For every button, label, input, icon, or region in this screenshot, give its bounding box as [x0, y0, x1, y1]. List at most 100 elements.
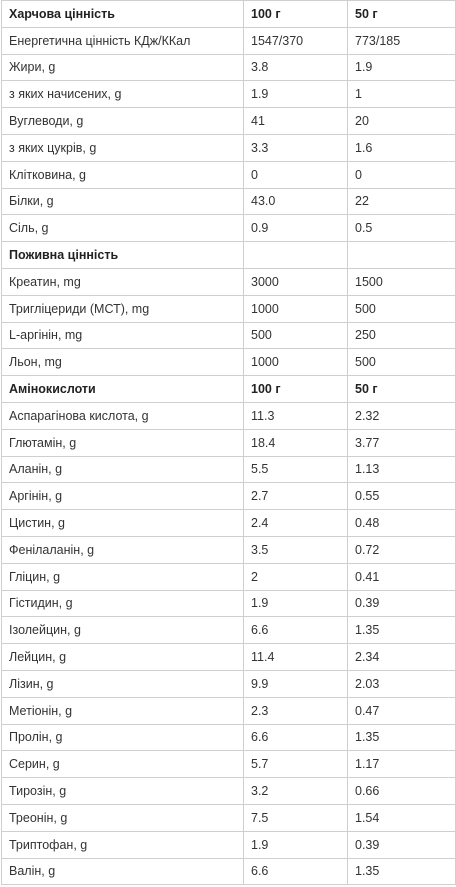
table-row: Вуглеводи, g 41 20	[1, 107, 456, 135]
table-cell: 1547/370	[243, 26, 348, 55]
table-cell: Глютамін, g	[1, 428, 244, 457]
table-cell: Гліцин, g	[1, 562, 244, 591]
table-cell: 0.66	[347, 777, 456, 805]
table-cell: L-аргінін, mg	[1, 321, 244, 350]
header-cell: 50 г	[347, 0, 456, 28]
table-row: Лізин, g 9.9 2.03	[1, 669, 456, 698]
table-row: Цистин, g 2.4 0.48	[1, 509, 456, 537]
table-row: Тригліцериди (МСТ), mg 1000 500	[1, 294, 456, 323]
table-cell: 2	[243, 562, 348, 591]
table-cell: 0.9	[243, 214, 348, 243]
table-row: Ізолейцин, g 6.6 1.35	[1, 616, 456, 645]
table-cell: 1.13	[347, 455, 456, 484]
table-cell: 1.9	[243, 589, 348, 618]
table-row: Лейцин, g 11.4 2.34	[1, 643, 456, 671]
table-row: Аргінін, g 2.7 0.55	[1, 482, 456, 511]
table-cell: 41	[243, 107, 348, 135]
header-cell	[347, 241, 456, 269]
table-row: Льон, mg 1000 500	[1, 348, 456, 377]
table-row: Валін, g 6.6 1.35	[1, 857, 456, 886]
table-cell: Креатин, mg	[1, 267, 244, 296]
table-row: Гістидин, g 1.9 0.39	[1, 589, 456, 618]
table-cell: 1.35	[347, 723, 456, 752]
table-cell: 1.35	[347, 616, 456, 645]
table-cell: 6.6	[243, 857, 348, 886]
table-row: Гліцин, g 2 0.41	[1, 562, 456, 591]
table-cell: 1.9	[347, 53, 456, 82]
header-cell: Поживна цінність	[1, 241, 244, 269]
table-cell: Тригліцериди (МСТ), mg	[1, 294, 244, 323]
table-cell: 0.39	[347, 589, 456, 618]
table-cell: Серин, g	[1, 750, 244, 779]
table-row: Глютамін, g 18.4 3.77	[1, 428, 456, 457]
table-row: Треонін, g 7.5 1.54	[1, 803, 456, 832]
table-cell: 2.4	[243, 509, 348, 537]
table-row: з яких начисених, g 1.9 1	[1, 80, 456, 109]
table-cell: 3000	[243, 267, 348, 296]
table-cell: 1	[347, 80, 456, 109]
table-cell: 0.41	[347, 562, 456, 591]
table-cell: 11.4	[243, 643, 348, 671]
table-cell: 2.7	[243, 482, 348, 511]
table-cell: 1.6	[347, 133, 456, 162]
table-cell: Фенілаланін, g	[1, 535, 244, 564]
section-header-row: Амінокислоти 100 г 50 г	[1, 375, 456, 403]
table-cell: 500	[347, 294, 456, 323]
header-cell: 100 г	[243, 0, 348, 28]
table-cell: 5.7	[243, 750, 348, 779]
table-cell: 500	[243, 321, 348, 350]
table-cell: 500	[347, 348, 456, 377]
table-row: з яких цукрів, g 3.3 1.6	[1, 133, 456, 162]
table-cell: 1.9	[243, 830, 348, 859]
table-cell: 773/185	[347, 26, 456, 55]
table-cell: Аланін, g	[1, 455, 244, 484]
table-row: Енергетична цінність КДж/ККал 1547/370 773…	[1, 26, 456, 55]
table-cell: 1500	[347, 267, 456, 296]
table-cell: 9.9	[243, 669, 348, 698]
table-cell: Цистин, g	[1, 509, 244, 537]
table-cell: 5.5	[243, 455, 348, 484]
table-cell: 0.5	[347, 214, 456, 243]
table-cell: 18.4	[243, 428, 348, 457]
table-cell: Аргінін, g	[1, 482, 244, 511]
table-cell: 2.03	[347, 669, 456, 698]
table-row: Аланін, g 5.5 1.13	[1, 455, 456, 484]
table-cell: Жири, g	[1, 53, 244, 82]
table-cell: Треонін, g	[1, 803, 244, 832]
table-cell: 1.17	[347, 750, 456, 779]
table-cell: 3.2	[243, 777, 348, 805]
table-row: Креатин, mg 3000 1500	[1, 267, 456, 296]
table-cell: 1.9	[243, 80, 348, 109]
table-cell: 0.47	[347, 696, 456, 725]
table-row: Пролін, g 6.6 1.35	[1, 723, 456, 752]
table-cell: з яких начисених, g	[1, 80, 244, 109]
table-cell: 2.34	[347, 643, 456, 671]
table-cell: 0.39	[347, 830, 456, 859]
table-row: Білки, g 43.0 22	[1, 187, 456, 216]
section-header-row: Поживна цінність	[1, 241, 456, 269]
table-cell: 1000	[243, 348, 348, 377]
header-cell: 50 г	[347, 375, 456, 403]
table-cell: Лейцин, g	[1, 643, 244, 671]
header-cell: Амінокислоти	[1, 375, 244, 403]
table-cell: 6.6	[243, 723, 348, 752]
table-cell: Вуглеводи, g	[1, 107, 244, 135]
table-cell: Пролін, g	[1, 723, 244, 752]
table-row: Триптофан, g 1.9 0.39	[1, 830, 456, 859]
table-cell: 3.3	[243, 133, 348, 162]
table-cell: 22	[347, 187, 456, 216]
table-cell: 6.6	[243, 616, 348, 645]
table-cell: 0	[347, 160, 456, 189]
table-cell: 1000	[243, 294, 348, 323]
table-cell: 1.54	[347, 803, 456, 832]
table-cell: з яких цукрів, g	[1, 133, 244, 162]
table-row: Сіль, g 0.9 0.5	[1, 214, 456, 243]
table-cell: 2.32	[347, 401, 456, 430]
table-cell: 3.77	[347, 428, 456, 457]
table-cell: Метіонін, g	[1, 696, 244, 725]
table-cell: Енергетична цінність КДж/ККал	[1, 26, 244, 55]
table-row: L-аргінін, mg 500 250	[1, 321, 456, 350]
table-cell: 0.55	[347, 482, 456, 511]
